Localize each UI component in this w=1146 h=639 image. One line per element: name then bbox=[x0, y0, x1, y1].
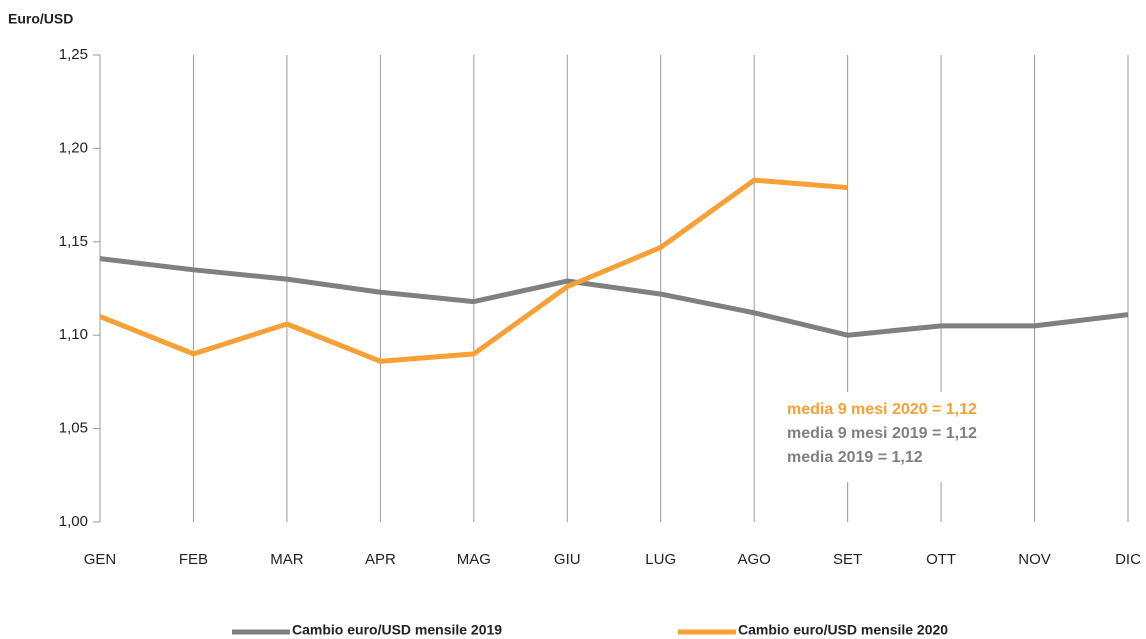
annotation: media 2019 = 1,12 bbox=[787, 449, 923, 466]
annotation-box bbox=[780, 392, 1030, 482]
y-tick-label: 1,05 bbox=[59, 420, 88, 437]
legend-label: Cambio euro/USD mensile 2020 bbox=[738, 622, 948, 638]
x-tick-label: NOV bbox=[1018, 551, 1051, 568]
y-tick-label: 1,00 bbox=[59, 513, 88, 530]
x-tick-label: AGO bbox=[738, 551, 771, 568]
x-tick-label: OTT bbox=[926, 551, 956, 568]
y-tick-label: 1,25 bbox=[59, 46, 88, 63]
x-tick-label: GEN bbox=[84, 551, 117, 568]
x-tick-label: SET bbox=[833, 551, 862, 568]
annotation: media 9 mesi 2020 = 1,12 bbox=[787, 401, 977, 418]
legend-label: Cambio euro/USD mensile 2019 bbox=[292, 622, 502, 638]
annotation: media 9 mesi 2019 = 1,12 bbox=[787, 425, 977, 442]
x-tick-label: FEB bbox=[179, 551, 208, 568]
x-tick-label: MAR bbox=[270, 551, 304, 568]
x-tick-label: MAG bbox=[457, 551, 491, 568]
y-tick-label: 1,20 bbox=[59, 139, 88, 156]
line-series bbox=[99, 177, 848, 364]
y-tick-label: 1,10 bbox=[59, 326, 88, 343]
x-tick-label: LUG bbox=[645, 551, 676, 568]
y-tick-label: 1,15 bbox=[59, 233, 88, 250]
x-tick-label: DIC bbox=[1115, 551, 1141, 568]
y-axis-label: Euro/USD bbox=[8, 11, 73, 27]
x-tick-label: GIU bbox=[554, 551, 581, 568]
x-tick-label: APR bbox=[365, 551, 396, 568]
line-series bbox=[99, 256, 1129, 338]
